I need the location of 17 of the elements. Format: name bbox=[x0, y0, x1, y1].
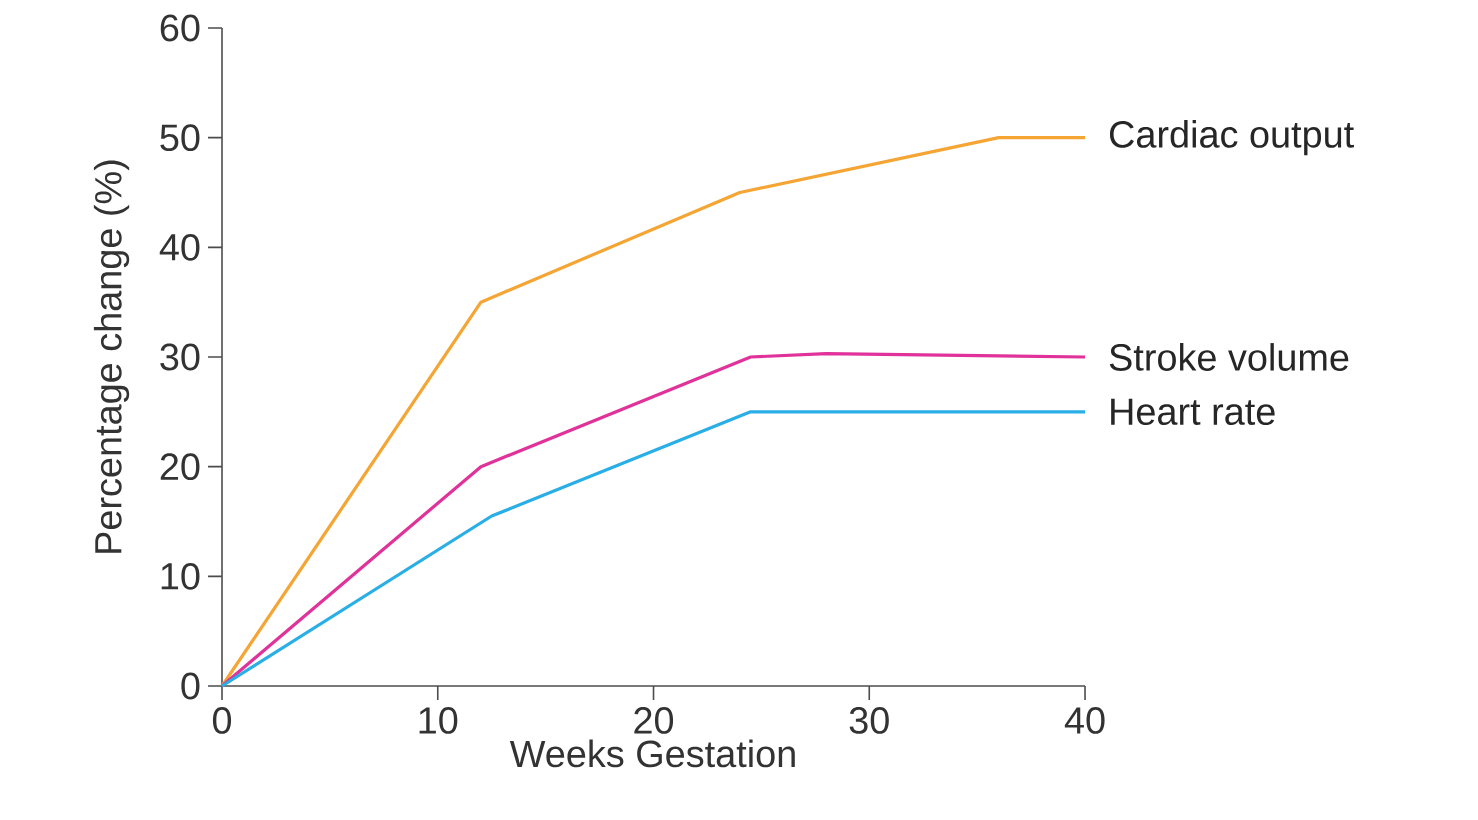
x-axis-title: Weeks Gestation bbox=[509, 739, 795, 768]
y-tick-label: 50 bbox=[160, 124, 200, 152]
y-tick-label: 0 bbox=[181, 672, 200, 700]
y-tick-label: 30 bbox=[160, 343, 200, 371]
series-label: Stroke volume bbox=[1109, 343, 1349, 371]
y-tick-label: 60 bbox=[160, 14, 200, 42]
y-tick-label: 40 bbox=[159, 233, 200, 261]
x-tick-label: 30 bbox=[849, 707, 889, 734]
x-tick-label: 10 bbox=[419, 707, 458, 734]
series-label: Cardiac output bbox=[1109, 120, 1354, 156]
y-tick-label: 20 bbox=[160, 453, 200, 481]
x-tick-label: 20 bbox=[634, 707, 674, 734]
x-tick-label: 0 bbox=[212, 707, 232, 734]
y-tick-label: 10 bbox=[161, 562, 200, 590]
series-label: Heart rate bbox=[1111, 398, 1275, 426]
x-tick-label: 40 bbox=[1064, 707, 1105, 734]
y-axis-title: Percentage change (%) bbox=[93, 160, 130, 553]
